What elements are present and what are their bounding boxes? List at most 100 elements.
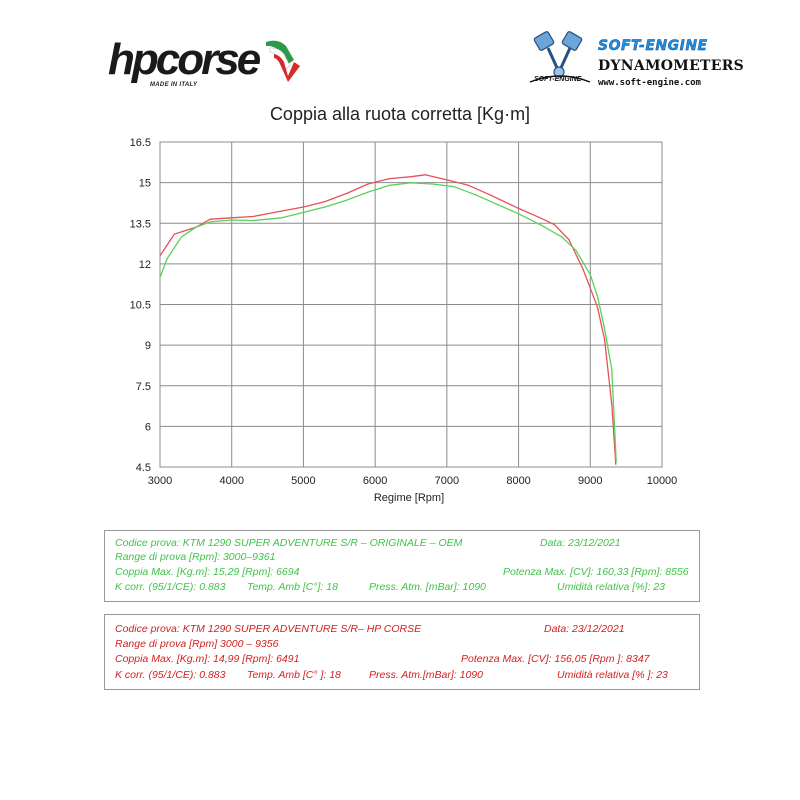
torque-chart: 3000 4000 5000 6000 7000 8000 9000 10000 16.5 15 1…: [130, 137, 678, 504]
hp-humidity: Umidità relativa [% ]: 23: [557, 669, 668, 681]
oem-data-point: [180, 236, 183, 238]
oem-data-point: [281, 217, 283, 219]
oem-data-point: [575, 249, 577, 251]
oem-humidity: Umidità relativa [%]: 23: [557, 581, 665, 593]
y-tick-label: 7.5: [136, 381, 151, 393]
hpcorse-test-info-box: Codice prova: KTM 1290 SUPER ADVENTURE S…: [104, 614, 700, 690]
hp-test-date: Data: 23/12/2021: [544, 623, 625, 635]
oem-data-point: [561, 236, 563, 238]
chart-grid: [159, 141, 663, 468]
oem-data-point: [345, 199, 348, 201]
x-tick-label: 10000: [647, 475, 678, 487]
oem-data-point: [453, 186, 455, 188]
hpcorse-data-point: [604, 339, 606, 341]
oem-test-info-box: Codice prova: KTM 1290 SUPER ADVENTURE S…: [104, 530, 700, 602]
oem-data-point: [252, 219, 254, 222]
oem-data-point: [604, 328, 606, 330]
hpcorse-data-point: [611, 404, 613, 406]
hpcorse-data-point: [517, 207, 520, 209]
chart-ticks: 3000 4000 5000 6000 7000 8000 9000 10000 16.5 15 1…: [130, 137, 678, 487]
hpcorse-data-point: [159, 255, 161, 257]
oem-data-point: [159, 276, 161, 279]
oem-torque-line: [159, 182, 617, 462]
x-tick-label: 5000: [291, 475, 315, 487]
hp-max-power: Potenza Max. [CV]: 156,05 [Rpm ]: 8347: [461, 653, 650, 665]
oem-data-point: [166, 257, 168, 260]
y-tick-label: 16.5: [130, 137, 151, 149]
hpcorse-data-point: [539, 217, 541, 219]
oem-temp-amb: Temp. Amb [C°]: 18: [247, 581, 338, 593]
hpcorse-data-point: [274, 211, 276, 214]
y-tick-label: 13.5: [130, 218, 151, 230]
soft-engine-mini-label: SOFT-ENGINE: [534, 76, 582, 83]
oem-data-point: [367, 191, 369, 193]
oem-data-point: [611, 368, 613, 371]
hpcorse-logo: hpcorse MADE IN ITALY: [104, 36, 304, 98]
oem-data-point: [231, 219, 233, 221]
hpcorse-data-point: [324, 200, 326, 203]
x-axis-label: Regime [Rpm]: [374, 492, 444, 504]
hpcorse-tagline: MADE IN ITALY: [150, 82, 198, 88]
hpcorse-data-point: [596, 306, 599, 308]
hpcorse-data-point: [489, 194, 491, 196]
oem-max-power: Potenza Max. [CV]: 160,33 [Rpm]: 8556: [503, 566, 689, 578]
hpcorse-data-point: [367, 183, 369, 185]
hpcorse-torque-line: [159, 174, 617, 465]
x-tick-label: 8000: [506, 475, 530, 487]
oem-data-point: [517, 213, 520, 215]
oem-data-point: [539, 224, 541, 226]
oem-data-point: [496, 203, 498, 205]
hpcorse-data-point: [615, 463, 617, 465]
x-tick-label: 6000: [363, 475, 387, 487]
hp-temp-amb: Temp. Amb [C° ]: 18: [247, 669, 341, 681]
hpcorse-data-point: [553, 224, 556, 226]
hpcorse-wordmark: hpcorse: [108, 35, 261, 84]
hpcorse-data-point: [467, 184, 469, 186]
oem-data-point: [409, 182, 411, 184]
x-tick-label: 7000: [435, 475, 459, 487]
hpcorse-data-point: [582, 268, 584, 270]
chart-title: Coppia alla ruota corretta [Kg·m]: [269, 104, 531, 124]
oem-press-atm: Press. Atm. [mBar]: 1090: [369, 581, 486, 593]
soft-engine-url: www.soft-engine.com: [598, 78, 701, 88]
y-tick-label: 15: [139, 178, 151, 190]
hp-test-range: Range di prova [Rpm] 3000 – 9356: [115, 638, 279, 650]
oem-data-point: [195, 226, 197, 228]
hpcorse-data-point: [302, 206, 305, 208]
hpcorse-data-point: [345, 192, 348, 195]
oem-data-point: [302, 211, 305, 214]
italian-flag-swoosh-icon: [266, 40, 300, 82]
oem-data-point: [388, 184, 391, 186]
hp-k-corr: K corr. (95/1/CE): 0.883: [115, 669, 226, 681]
oem-test-date: Data: 23/12/2021: [540, 537, 621, 549]
soft-engine-name: SOFT-ENGINE: [598, 38, 708, 54]
y-tick-label: 9: [145, 340, 151, 352]
oem-data-point: [431, 183, 434, 185]
hpcorse-data-point: [388, 177, 391, 180]
hpcorse-data-point: [252, 215, 254, 218]
oem-data-point: [615, 460, 617, 463]
oem-max-torque: Coppia Max. [Kg.m]: 15,29 [Rpm]: 6694: [115, 566, 300, 578]
oem-data-point: [209, 221, 211, 223]
oem-k-corr: K corr. (95/1/CE): 0.883: [115, 581, 226, 593]
hp-test-code: Codice prova: KTM 1290 SUPER ADVENTURE S…: [115, 623, 422, 635]
hp-press-atm: Press. Atm.[mBar]: 1090: [369, 669, 483, 681]
hpcorse-data-point: [209, 218, 211, 220]
y-tick-label: 6: [145, 421, 151, 433]
oem-data-point: [589, 274, 591, 276]
y-tick-label: 4.5: [136, 462, 151, 474]
x-tick-label: 3000: [148, 475, 172, 487]
hpcorse-data-point: [410, 176, 412, 178]
hpcorse-data-point: [424, 174, 426, 176]
y-tick-label: 12: [139, 259, 151, 271]
hpcorse-data-point: [173, 233, 175, 235]
hpcorse-data-point: [446, 179, 448, 181]
oem-test-code: Codice prova: KTM 1290 SUPER ADVENTURE S…: [115, 537, 463, 549]
oem-test-range: Range di prova [Rpm]: 3000–9361: [115, 551, 276, 563]
soft-engine-logo: SOFT-ENGINE SOFT-ENGINE DYNAMOMETERS www…: [520, 30, 744, 98]
pistons-icon: [529, 31, 591, 83]
y-tick-label: 10.5: [130, 300, 151, 312]
hp-max-torque: Coppia Max. [Kg.m]: 14,99 [Rpm]: 6491: [115, 653, 300, 665]
chart-series: [159, 174, 617, 465]
oem-data-point: [324, 206, 326, 208]
